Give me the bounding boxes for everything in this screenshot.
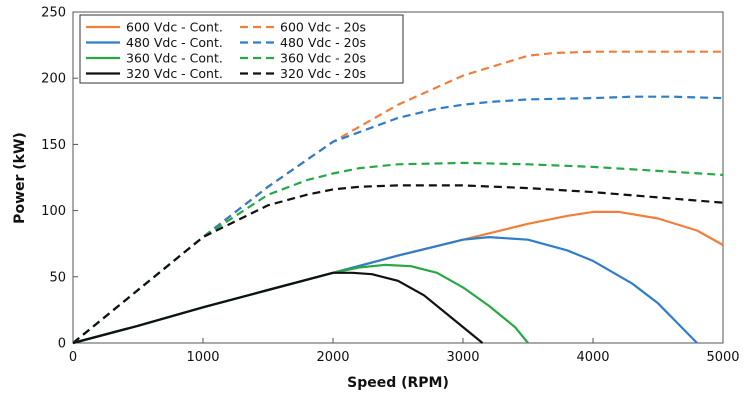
y-tick-label: 50 xyxy=(49,270,66,285)
legend-label: 360 Vdc - Cont. xyxy=(126,51,223,66)
x-tick-label: 3000 xyxy=(446,350,479,365)
legend-label: 480 Vdc - 20s xyxy=(280,35,366,50)
legend-label: 600 Vdc - Cont. xyxy=(126,20,223,35)
legend-label: 320 Vdc - Cont. xyxy=(126,66,223,81)
y-tick-label: 150 xyxy=(41,138,66,153)
x-tick-label: 0 xyxy=(69,350,77,365)
axes: 0 1000 2000 3000 4000 5000 0 50 100 150 200 250 xyxy=(41,6,739,366)
x-tick-label: 4000 xyxy=(576,350,609,365)
series-line-480-vdc-cont xyxy=(72,236,698,345)
series-line-320-vdc-cont xyxy=(72,271,484,345)
series-line-480-vdc-20s xyxy=(72,95,724,344)
series-line-600-vdc-cont xyxy=(72,210,724,345)
series-layer xyxy=(72,50,724,345)
series-line-320-vdc-20s xyxy=(72,184,724,344)
legend-label: 360 Vdc - 20s xyxy=(280,51,366,66)
legend-label: 320 Vdc - 20s xyxy=(280,66,366,81)
x-tick-label: 1000 xyxy=(186,350,219,365)
x-tick-label: 2000 xyxy=(316,350,349,365)
series-line-360-vdc-cont xyxy=(72,263,529,345)
y-tick-label: 200 xyxy=(41,72,66,87)
y-axis-title: Power (kW) xyxy=(12,132,28,224)
legend-label: 600 Vdc - 20s xyxy=(280,20,366,35)
y-tick-label: 250 xyxy=(41,6,66,21)
y-tick-label: 0 xyxy=(58,337,66,352)
legend-label: 480 Vdc - Cont. xyxy=(126,35,223,50)
x-tick-label: 5000 xyxy=(706,350,739,365)
series-line-360-vdc-20s xyxy=(72,161,724,344)
legend: 600 Vdc - Cont.480 Vdc - Cont.360 Vdc - … xyxy=(79,14,404,84)
x-axis-title: Speed (RPM) xyxy=(347,375,449,391)
plot-frame xyxy=(72,11,724,344)
y-tick-label: 100 xyxy=(41,204,66,219)
series-line-600-vdc-20s xyxy=(72,50,723,344)
